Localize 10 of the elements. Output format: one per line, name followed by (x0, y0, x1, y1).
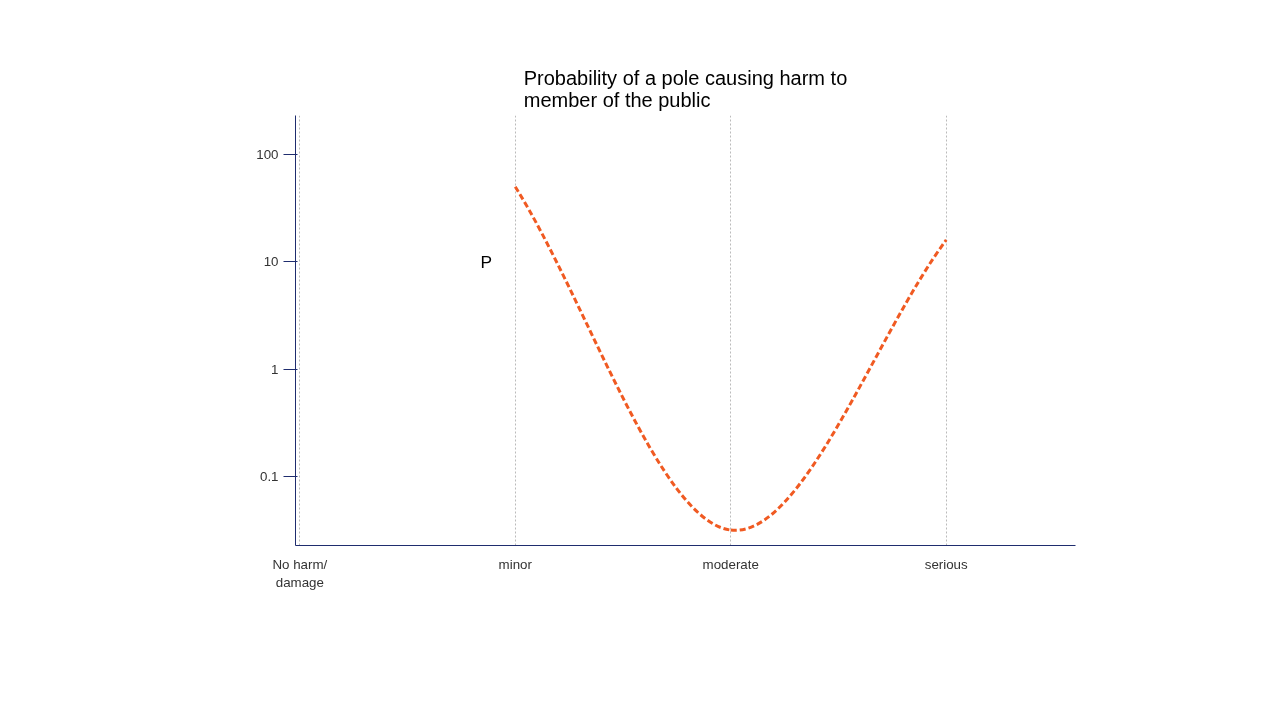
y-axis-title: P (480, 251, 493, 272)
y-tick-label: 1 (271, 361, 279, 377)
y-tick-label: 10 (263, 254, 279, 270)
y-tick-label: 0.1 (259, 469, 279, 485)
x-tick-label: minor (498, 556, 533, 572)
chart-title: Probability of a pole causing harm to member of the public (523, 66, 848, 111)
x-tick-label: serious (924, 556, 969, 572)
y-tick-label: 100 (256, 146, 279, 162)
x-tick-label: No harm/ damage (272, 556, 328, 590)
x-tick-label: moderate (702, 556, 759, 572)
